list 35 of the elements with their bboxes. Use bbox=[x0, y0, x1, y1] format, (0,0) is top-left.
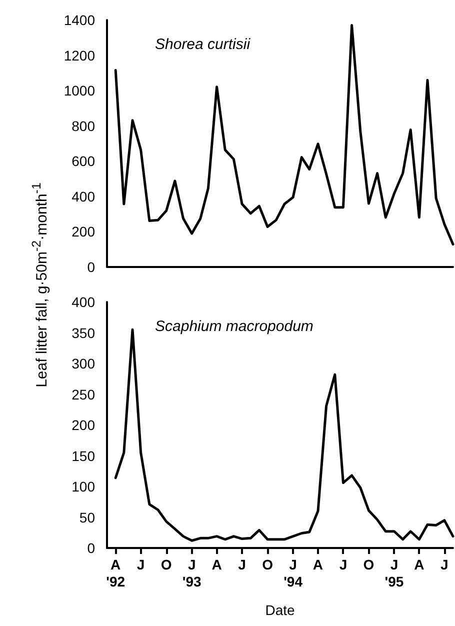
x-tick-label: J '94 bbox=[284, 556, 303, 590]
y-tick-label: 200 bbox=[72, 417, 96, 433]
y-tick-label: 800 bbox=[72, 118, 96, 134]
text: Shorea curtisii bbox=[155, 36, 251, 53]
x-tick-label: O bbox=[262, 556, 274, 572]
y-tick-label: 1400 bbox=[64, 12, 96, 28]
x-tick-label: J bbox=[339, 556, 348, 572]
y-tick-label: 0 bbox=[87, 259, 96, 275]
x-tick-label: A bbox=[414, 556, 424, 572]
x-tick-label: O bbox=[160, 556, 172, 572]
line-series bbox=[114, 24, 454, 246]
y-tick-label: 400 bbox=[72, 188, 96, 204]
x-tick-label: J '93 bbox=[182, 556, 202, 590]
y-tick-label: 300 bbox=[72, 356, 96, 372]
y-tick-label: 200 bbox=[72, 224, 96, 240]
y-tick-label: 1000 bbox=[64, 82, 96, 99]
y-tick-label: 0 bbox=[87, 540, 96, 556]
y-tick-label: 1200 bbox=[64, 47, 96, 64]
y-tick-label: 600 bbox=[72, 153, 96, 170]
x-tick-label: A bbox=[212, 556, 222, 572]
x-tick-label: A '92 bbox=[106, 556, 126, 590]
x-tick-label: J '95 bbox=[384, 556, 404, 590]
y-tick-label: 350 bbox=[72, 324, 96, 341]
text: Scaphium macropodum bbox=[155, 318, 314, 335]
x-tick-label: J bbox=[238, 556, 246, 572]
x-axis-title: Date bbox=[265, 602, 295, 618]
x-tick-label: J bbox=[440, 556, 448, 572]
x-tick-label: A bbox=[312, 556, 324, 572]
y-tick-label: 150 bbox=[72, 448, 96, 464]
y-tick-label: 50 bbox=[79, 509, 96, 526]
y-tick-label: 100 bbox=[72, 478, 96, 494]
y-tick-label: 400 bbox=[72, 294, 96, 310]
x-tick-label: O bbox=[363, 556, 374, 572]
y-tick-label: 250 bbox=[72, 386, 96, 402]
x-tick-label: J bbox=[136, 556, 145, 572]
